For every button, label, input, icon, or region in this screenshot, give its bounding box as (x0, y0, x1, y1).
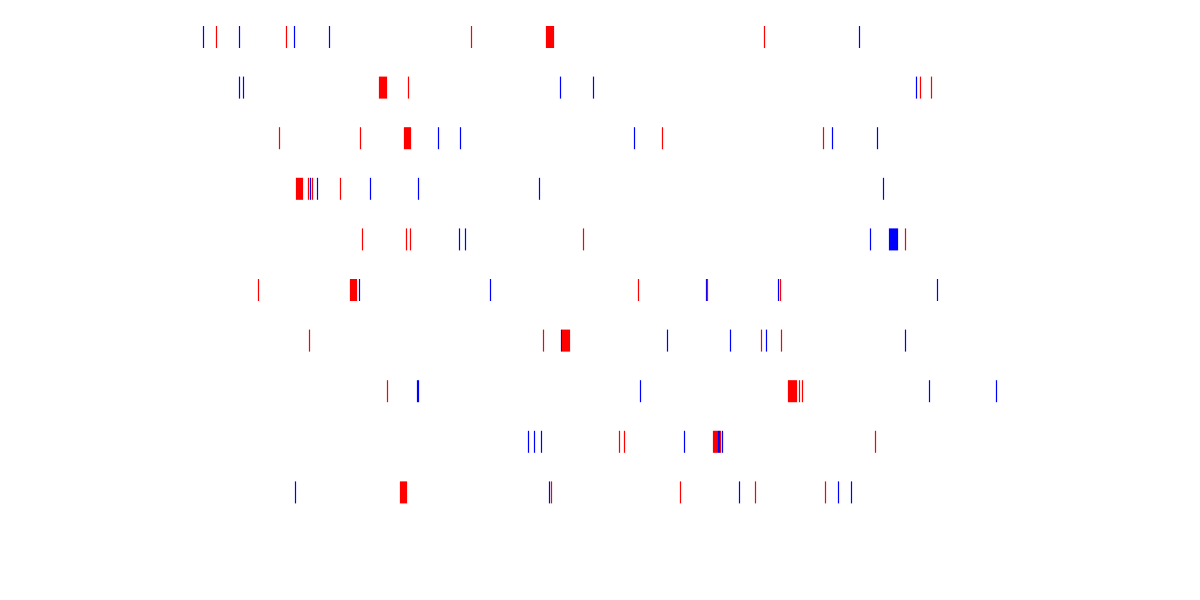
event-row-8 (386, 380, 998, 403)
event-row-1 (202, 26, 861, 48)
event-rows (202, 26, 998, 504)
event-row-6 (257, 279, 939, 301)
event-row-5 (361, 228, 907, 251)
event-row-2 (238, 76, 933, 99)
event-row-3 (278, 127, 879, 150)
event-row-7 (308, 329, 907, 352)
event-row-4 (295, 177, 885, 200)
event-row-10 (294, 481, 853, 504)
event-row-9 (527, 430, 877, 453)
